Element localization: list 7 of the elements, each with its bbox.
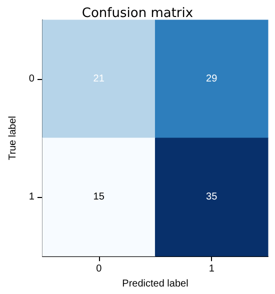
data-label: 29 <box>206 74 218 85</box>
x-axis-title: Predicted label <box>122 278 188 290</box>
chart-title: Confusion matrix <box>82 6 194 21</box>
data-label: 21 <box>93 74 105 85</box>
data-label: 15 <box>93 192 105 203</box>
y-axis-title: True label <box>8 116 18 160</box>
data-label: 35 <box>206 192 218 203</box>
